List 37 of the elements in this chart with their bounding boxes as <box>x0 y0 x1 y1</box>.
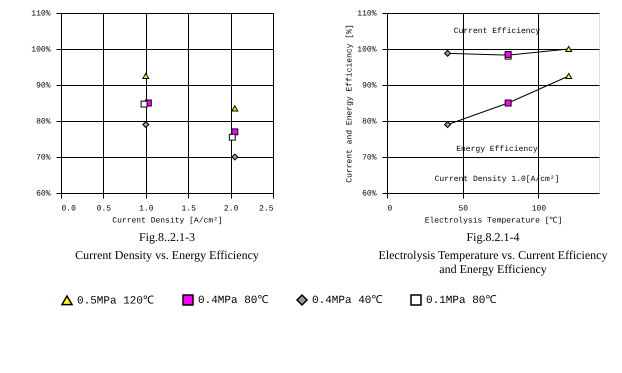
y-tick-label: 110% <box>357 10 377 18</box>
x-tick-label: 2.0 <box>224 204 238 214</box>
text: Fig.8.2.1-4 <box>466 230 520 244</box>
text: Fig.8..2.1-3 <box>138 230 196 244</box>
text: Electrolysis Temperature vs. Current Efficiency and Energy Efficiency <box>378 248 608 276</box>
x-axis-title: Electrolysis Temperature [℃] <box>424 216 562 226</box>
y-tick-label: 90% <box>36 82 51 90</box>
y-tick-label: 100% <box>357 46 377 54</box>
y-tick-label: 70% <box>36 154 51 162</box>
point <box>565 46 572 52</box>
x-tick-label: 100 <box>532 204 546 214</box>
y-tick-label: 110% <box>31 10 51 18</box>
legend-label: 0.4MPa 40℃ <box>312 295 382 307</box>
y-tick-label: 90% <box>362 82 377 90</box>
x-tick-label: 2.5 <box>259 204 274 214</box>
x-tick-label: 1.0 <box>139 204 154 214</box>
y-tick-label: 100% <box>31 46 51 54</box>
y-axis-title: Current and Energy Efficiency [%] <box>345 24 354 183</box>
point <box>504 100 512 106</box>
x-tick-label: 0.0 <box>62 204 76 214</box>
x-tick-label: 0.5 <box>96 204 112 214</box>
point <box>565 72 572 80</box>
point <box>444 121 452 128</box>
y-tick-label: 80% <box>362 118 377 126</box>
x-tick-label: 1.5 <box>181 204 196 214</box>
x-axis-title: Current Density [A/cm²] <box>112 216 223 226</box>
legend-label: 0.5MPa 120℃ <box>77 295 154 308</box>
x-tick-label: 50 <box>458 204 468 214</box>
legend-label: 0.1MPa 80℃ <box>426 295 496 307</box>
y-tick-label: 60% <box>36 190 51 198</box>
y-tick-label: 80% <box>36 118 51 126</box>
x-tick-label: 0 <box>388 204 392 214</box>
y-tick-label: 60% <box>362 190 377 198</box>
y-tick-label: 70% <box>362 154 377 162</box>
legend-label: 0.4MPa 80℃ <box>198 295 268 307</box>
text: Current Density vs. Energy Efficiency <box>75 248 259 262</box>
point <box>444 50 452 57</box>
